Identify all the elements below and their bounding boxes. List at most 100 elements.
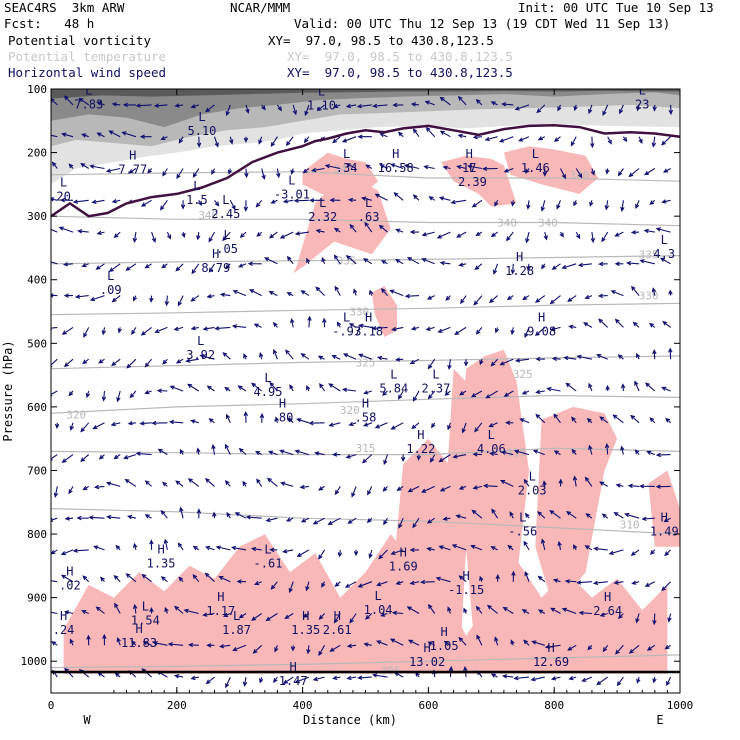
wind-vector <box>266 477 278 487</box>
wind-vector <box>140 326 152 336</box>
wind-vector <box>363 642 372 647</box>
wind-vector <box>204 478 215 487</box>
wind-vector <box>457 95 467 106</box>
wind-vector <box>463 359 469 367</box>
wind-vector <box>571 448 577 455</box>
wind-vector <box>421 231 435 237</box>
wind-vector <box>360 196 372 201</box>
theta-325 <box>51 355 680 370</box>
wind-vector <box>81 610 89 615</box>
wind-vector <box>378 549 388 560</box>
wind-vector <box>630 549 640 556</box>
wind-vector <box>393 192 404 201</box>
extremum-kind: L <box>529 469 536 483</box>
wind-vector <box>564 579 577 584</box>
wind-vector <box>332 103 341 109</box>
wind-vector <box>379 132 388 138</box>
wind-vector <box>649 549 656 555</box>
wind-vector <box>345 103 357 109</box>
wind-vector <box>615 644 624 655</box>
wind-vector <box>444 390 451 396</box>
wind-vector <box>490 101 498 106</box>
wind-vector <box>319 382 326 392</box>
wind-vector <box>534 326 546 337</box>
wind-vector <box>244 168 249 179</box>
wind-vector <box>646 644 656 651</box>
wind-vector <box>178 136 184 144</box>
wind-vector <box>540 200 546 212</box>
valid-time: Valid: 00 UTC Thu 12 Sep 13 (19 CDT Wed … <box>294 16 671 31</box>
theta-label: 335 <box>639 248 659 261</box>
wind-vector <box>353 288 358 296</box>
wind-vector <box>82 575 90 583</box>
wind-vector <box>261 104 266 111</box>
extremum-value: 7.83 <box>74 97 103 111</box>
wind-vector <box>494 200 499 207</box>
wind-vector <box>334 486 341 496</box>
wind-vector <box>243 353 248 360</box>
wind-vector <box>427 358 436 370</box>
wind-vector <box>243 136 249 143</box>
wind-vector <box>475 98 483 106</box>
wind-vector <box>368 549 373 559</box>
wind-vector <box>381 260 388 265</box>
wind-vector <box>560 168 566 180</box>
gray-band-2 <box>51 89 680 128</box>
wind-vector <box>333 254 341 265</box>
wind-vector <box>552 578 561 583</box>
wind-vector <box>644 168 656 176</box>
wind-vector <box>550 326 561 332</box>
wind-vector <box>347 197 357 203</box>
wind-vector <box>91 199 105 205</box>
wind-vector <box>598 318 609 328</box>
wind-vector <box>341 387 357 393</box>
extremum-kind: L <box>343 147 350 161</box>
wind-vector <box>318 485 325 491</box>
wind-vector <box>187 383 200 392</box>
wind-vector <box>374 193 388 201</box>
wind-vector <box>557 104 562 112</box>
wind-vector <box>426 295 435 300</box>
extremum-value: 23 <box>635 97 649 111</box>
wind-vector <box>72 548 89 553</box>
wind-vector <box>389 638 404 646</box>
wind-vector <box>584 545 593 551</box>
wind-vector <box>573 544 578 551</box>
wind-vector <box>51 358 58 368</box>
y-tick-label: 200 <box>27 147 47 160</box>
wind-vector <box>537 136 546 141</box>
y-tick-label: 1000 <box>21 655 48 668</box>
wind-vector <box>443 640 451 646</box>
wind-vector <box>380 288 388 296</box>
wind-vector <box>282 199 294 204</box>
wind-vector <box>139 421 152 426</box>
wind-vector <box>285 517 294 522</box>
wind-vector <box>490 673 498 678</box>
extremum-value: 2.39 <box>458 175 487 189</box>
wind-vector <box>276 104 283 112</box>
wind-vector <box>371 673 388 678</box>
wind-vector <box>652 349 657 360</box>
extremum-kind: H <box>290 660 297 674</box>
wind-vector <box>299 484 309 490</box>
wind-vector <box>617 613 624 619</box>
wind-vector <box>407 639 420 646</box>
wind-vector <box>596 676 609 686</box>
theta-label: 340 <box>198 209 218 222</box>
wind-vector <box>108 130 121 138</box>
wind-vector <box>101 327 107 336</box>
wind-vector <box>439 130 451 138</box>
wind-vector <box>537 609 546 614</box>
wind-vector <box>149 295 154 303</box>
wind-vector <box>447 606 452 614</box>
wind-vector <box>557 540 562 551</box>
wind-vector <box>93 545 105 551</box>
wind-vector <box>524 512 530 519</box>
wind-vector <box>60 574 74 583</box>
wind-vector <box>602 644 609 653</box>
wind-vector <box>419 579 435 585</box>
extremum-kind: L <box>85 83 92 97</box>
extremum-value: 1.35 <box>147 556 176 570</box>
wind-vector <box>272 321 278 328</box>
x-tick-label: 0 <box>48 699 55 712</box>
